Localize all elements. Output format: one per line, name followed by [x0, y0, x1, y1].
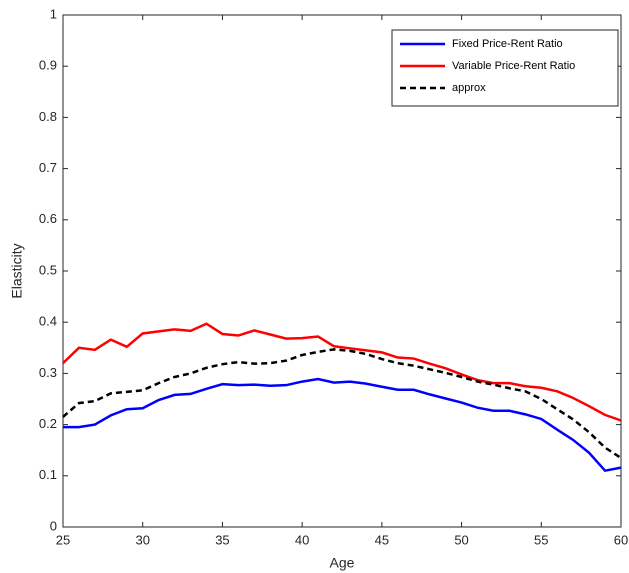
- x-tick-label: 35: [215, 532, 229, 547]
- legend-label: Fixed Price-Rent Ratio: [452, 38, 563, 50]
- y-tick-label: 0.1: [39, 467, 57, 482]
- x-tick-label: 40: [295, 532, 309, 547]
- y-tick-label: 0.5: [39, 262, 57, 277]
- series-line: [62, 348, 622, 459]
- x-tick-label: 30: [135, 532, 149, 547]
- y-tick-label: 0: [50, 518, 57, 533]
- y-tick-label: 0.8: [39, 109, 57, 124]
- y-tick-label: 0.9: [39, 58, 57, 73]
- y-tick-label: 0.7: [39, 160, 57, 175]
- y-tick-label: 0.4: [39, 314, 57, 329]
- y-tick-label: 1: [50, 6, 57, 21]
- x-tick-label: 55: [534, 532, 548, 547]
- legend-label: approx: [452, 82, 486, 94]
- legend-label: Variable Price-Rent Ratio: [452, 60, 575, 72]
- y-tick-label: 0.6: [39, 211, 57, 226]
- legend-box: [391, 29, 619, 107]
- series-line: [63, 377, 622, 473]
- x-tick-label: 25: [56, 532, 70, 547]
- x-tick-label: 50: [454, 532, 468, 547]
- y-axis-label: Elasticity: [9, 243, 25, 298]
- x-axis-label: Age: [330, 555, 355, 571]
- x-tick-label: 60: [614, 532, 628, 547]
- plot-frame: [62, 14, 622, 528]
- y-tick-label: 0.2: [39, 416, 57, 431]
- y-tick-label: 0.3: [39, 365, 57, 380]
- series-line: [62, 322, 622, 422]
- x-tick-label: 45: [375, 532, 389, 547]
